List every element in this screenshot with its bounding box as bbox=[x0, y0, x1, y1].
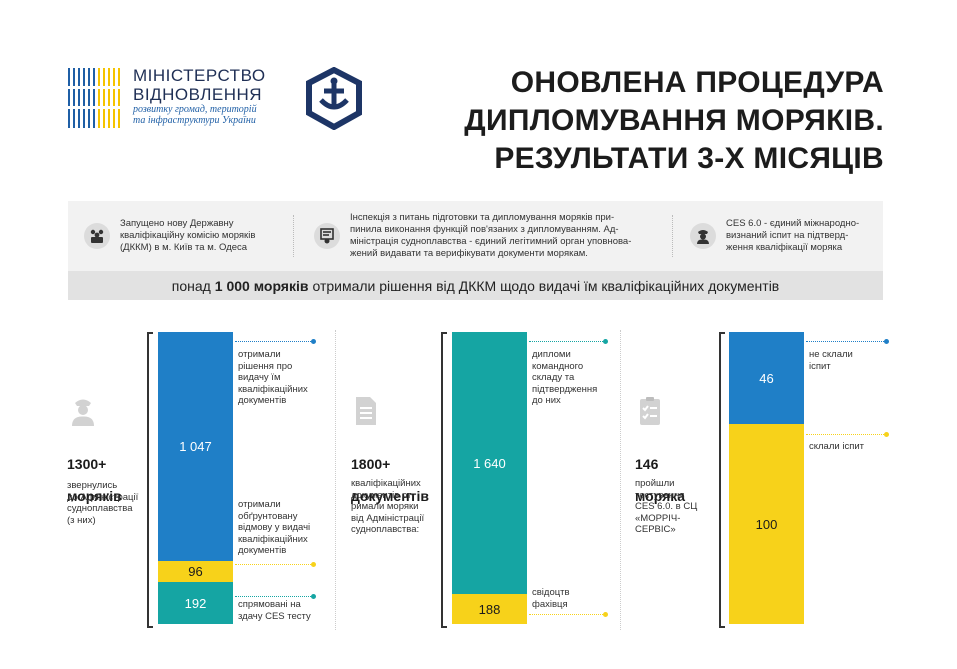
bar-segment: 192 bbox=[158, 582, 233, 624]
sailor-icon bbox=[690, 223, 716, 249]
ministry-name-line2: ВІДНОВЛЕННЯ bbox=[133, 85, 263, 104]
ministry-name: МІНІСТЕРСТВО ВІДНОВЛЕННЯ bbox=[133, 66, 266, 104]
bar-segment: 1 047 bbox=[158, 332, 233, 561]
info-text-inspection: Інспекція з питань підготовки та диплому… bbox=[350, 212, 632, 259]
label-refusal: отримали обґрунтовану відмову у видачі к… bbox=[238, 499, 311, 556]
title-line1: ОНОВЛЕНА ПРОЦЕДУРА bbox=[510, 66, 884, 99]
leader-dot bbox=[311, 339, 316, 344]
stat-documents: 1800+ документів bbox=[351, 440, 429, 520]
sailor-icon bbox=[72, 399, 94, 426]
ministry-sub-line2: та інфраструктури України bbox=[133, 115, 256, 126]
leader-line bbox=[235, 341, 311, 342]
info-item-commission: Запущено нову Державну кваліфікаційну ко… bbox=[84, 201, 255, 271]
leader-dot bbox=[884, 432, 889, 437]
stat-tested-number: 146 bbox=[635, 456, 659, 472]
bar-segment: 100 bbox=[729, 424, 804, 624]
label-decision: отримали рішення про видачу їм кваліфіка… bbox=[238, 349, 308, 406]
stat-tested-unit: моряка bbox=[635, 488, 686, 504]
label-specialist-certificates: свідоцтв фахівця bbox=[532, 587, 570, 610]
certificate-icon bbox=[314, 223, 340, 249]
shipping-emblem-icon bbox=[306, 67, 362, 130]
ministry-subtitle: розвитку громад, територій та інфраструк… bbox=[133, 104, 257, 126]
bracket bbox=[441, 332, 447, 628]
bar-segment: 46 bbox=[729, 332, 804, 424]
document-icon bbox=[356, 397, 376, 425]
summary-bold: 1 000 моряків bbox=[214, 277, 309, 294]
stat-sailors-unit: моряків bbox=[67, 488, 122, 504]
bar-segment: 1 640 bbox=[452, 332, 527, 594]
stat-documents-unit: документів bbox=[351, 488, 429, 504]
bracket bbox=[147, 332, 153, 628]
stat-documents-note: кваліфікаційних документів от- римали мо… bbox=[351, 478, 425, 535]
stat-documents-number: 1800+ bbox=[351, 456, 391, 472]
column-divider bbox=[335, 330, 336, 630]
stacked-bar-chart-1: 1 047 96 192 bbox=[158, 332, 233, 624]
leader-dot bbox=[603, 339, 608, 344]
commission-icon bbox=[84, 223, 110, 249]
leader-line bbox=[235, 596, 311, 597]
leader-line bbox=[235, 564, 311, 565]
leader-line bbox=[529, 614, 603, 615]
bracket bbox=[719, 332, 725, 628]
label-ces-test: спрямовані на здачу CES тесту bbox=[238, 599, 311, 622]
info-text-commission: Запущено нову Державну кваліфікаційну ко… bbox=[120, 218, 256, 253]
stat-tested-note: пройшли тестування CES 6.0. в СЦ «МОРРІЧ… bbox=[635, 478, 698, 535]
leader-dot bbox=[311, 562, 316, 567]
leader-line bbox=[529, 341, 603, 342]
ministry-logo-icon bbox=[68, 68, 123, 128]
label-passed-exam: склали іспит bbox=[809, 441, 864, 452]
stat-sailors-note: звернулись до Адміністрації судноплавств… bbox=[67, 480, 139, 526]
stat-sailors-number: 1300+ bbox=[67, 456, 107, 472]
info-text-ces: CES 6.0 - єдиний міжнародно- визнаний іс… bbox=[726, 218, 860, 253]
stat-tested: 146 моряка bbox=[635, 440, 685, 520]
title-line3: РЕЗУЛЬТАТИ 3-Х МІСЯЦІВ bbox=[494, 142, 884, 175]
stacked-bar-chart-3: 46 100 bbox=[729, 332, 804, 624]
summary-pre: понад bbox=[171, 277, 211, 294]
bar-segment: 188 bbox=[452, 594, 527, 624]
leader-dot bbox=[603, 612, 608, 617]
info-box: Запущено нову Державну кваліфікаційну ко… bbox=[68, 201, 883, 271]
label-command-diplomas: дипломи командного складу та підтверджен… bbox=[532, 349, 598, 406]
leader-dot bbox=[884, 339, 889, 344]
bar-segment: 96 bbox=[158, 561, 233, 582]
checklist-icon bbox=[640, 397, 660, 425]
leader-line bbox=[806, 434, 884, 435]
ministry-sub-line1: розвитку громад, територій bbox=[133, 104, 257, 115]
title-line2: ДИПЛОМУВАННЯ МОРЯКІВ. bbox=[464, 104, 884, 137]
stat-sailors: 1300+ моряків bbox=[67, 440, 122, 520]
page-title: ОНОВЛЕНА ПРОЦЕДУРА ДИПЛОМУВАННЯ МОРЯКІВ.… bbox=[464, 64, 884, 178]
summary-post: отримали рішення від ДККМ щодо видачі їм… bbox=[312, 277, 780, 294]
leader-dot bbox=[311, 594, 316, 599]
ministry-name-line1: МІНІСТЕРСТВО bbox=[133, 66, 266, 85]
info-divider bbox=[672, 215, 673, 257]
leader-line bbox=[806, 341, 884, 342]
info-item-inspection: Інспекція з питань підготовки та диплому… bbox=[314, 201, 631, 271]
column-divider bbox=[620, 330, 621, 630]
summary-bar: понад 1 000 моряків отримали рішення від… bbox=[68, 271, 883, 300]
info-divider bbox=[293, 215, 294, 257]
label-failed-exam: не склали іспит bbox=[809, 349, 853, 372]
info-item-ces: CES 6.0 - єдиний міжнародно- визнаний іс… bbox=[690, 201, 859, 271]
stacked-bar-chart-2: 1 640 188 bbox=[452, 332, 527, 624]
